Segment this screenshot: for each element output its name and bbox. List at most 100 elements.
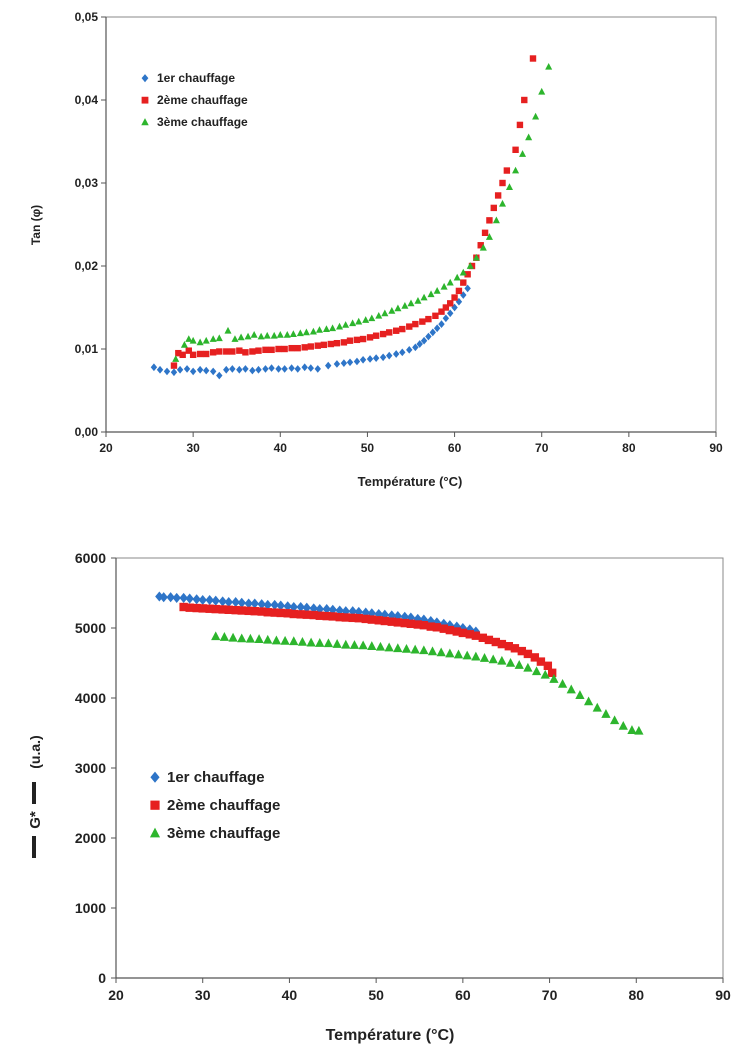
series-2: [179, 602, 557, 677]
data-point: [329, 324, 337, 332]
data-point: [294, 344, 301, 352]
data-point: [229, 365, 236, 373]
data-point: [358, 640, 368, 650]
data-point: [634, 725, 644, 735]
data-point: [538, 87, 546, 95]
data-point: [250, 598, 259, 609]
data-point: [438, 308, 445, 315]
data-point: [440, 282, 448, 290]
data-point: [211, 631, 221, 641]
data-point: [209, 367, 217, 376]
data-point: [216, 371, 223, 380]
data-point: [211, 604, 220, 614]
data-point: [346, 358, 354, 367]
data-point: [296, 329, 304, 337]
data-point: [249, 366, 256, 375]
data-point: [523, 649, 533, 659]
data-point: [218, 596, 227, 607]
data-point: [255, 347, 262, 354]
data-point: [407, 299, 415, 307]
data-point: [255, 365, 262, 374]
data-point: [270, 608, 279, 617]
data-point: [185, 335, 193, 342]
data-point: [262, 365, 269, 373]
data-point: [367, 615, 377, 624]
data-point: [250, 331, 258, 338]
data-point: [445, 648, 455, 658]
data-point: [426, 615, 435, 627]
data-point: [302, 328, 310, 336]
x-tick-label: 70: [535, 441, 549, 455]
y-axis-title: Tan (φ): [29, 205, 43, 245]
data-point: [335, 612, 344, 622]
x-tick-label: 80: [628, 987, 644, 1003]
data-point: [400, 618, 409, 628]
y-tick-label: 0,03: [75, 176, 99, 190]
data-point: [283, 331, 291, 338]
data-point: [375, 641, 386, 651]
data-point: [380, 616, 390, 626]
data-point: [353, 336, 361, 344]
data-point: [401, 302, 409, 309]
data-point: [296, 610, 305, 619]
data-point: [446, 278, 454, 286]
data-point: [519, 150, 527, 157]
x-tick-labels: 20 30 40 50 60 70 80 90: [108, 978, 731, 1003]
data-point: [245, 633, 256, 643]
data-point: [288, 344, 295, 352]
data-point: [381, 309, 389, 317]
data-point: [392, 327, 400, 334]
data-point: [406, 612, 416, 623]
data-point: [451, 294, 458, 301]
data-point: [525, 133, 533, 141]
data-point: [175, 349, 182, 357]
data-point: [427, 290, 435, 298]
data-point: [354, 614, 363, 623]
y-axis-title-group: G* (u.a.): [27, 735, 44, 858]
modulus-bar-right: [32, 782, 36, 804]
data-point: [392, 350, 400, 358]
data-point: [209, 349, 217, 356]
data-point: [289, 636, 299, 646]
data-point: [499, 179, 506, 187]
data-point: [155, 591, 164, 602]
data-point: [514, 660, 524, 669]
data-point: [224, 326, 232, 334]
y-tick-label: 0,02: [75, 259, 99, 273]
data-point: [315, 326, 324, 333]
data-point: [427, 646, 438, 656]
data-point: [471, 631, 481, 640]
x-tick-label: 20: [108, 987, 124, 1003]
data-point: [419, 645, 429, 655]
data-point: [237, 633, 247, 643]
data-point: [436, 647, 446, 657]
legend-label: 1er chauffage: [157, 71, 235, 85]
data-point: [185, 603, 194, 612]
x-tick-label: 50: [361, 441, 375, 455]
data-point: [280, 635, 290, 645]
data-point: [545, 62, 553, 70]
series-1: [150, 284, 471, 380]
data-point: [523, 662, 533, 672]
data-point: [393, 618, 403, 627]
data-point: [583, 696, 594, 706]
legend: 1er chauffage 2ème chauffage 3ème chauffag…: [149, 769, 280, 842]
data-point: [399, 348, 406, 357]
data-point: [205, 604, 214, 613]
data-point: [315, 611, 324, 620]
data-point: [335, 605, 344, 616]
data-point: [374, 616, 383, 625]
data-point: [257, 599, 266, 610]
y-tick-label: 0,04: [75, 93, 99, 107]
data-point: [218, 605, 227, 614]
data-point: [566, 684, 576, 694]
data-point: [211, 595, 220, 606]
data-point: [202, 336, 210, 344]
data-point: [189, 351, 197, 359]
data-point: [289, 601, 298, 613]
data-point: [283, 609, 292, 618]
data-point: [150, 363, 158, 372]
data-point: [592, 702, 602, 712]
y-tick-label: 0: [98, 970, 106, 986]
data-point: [543, 661, 553, 670]
